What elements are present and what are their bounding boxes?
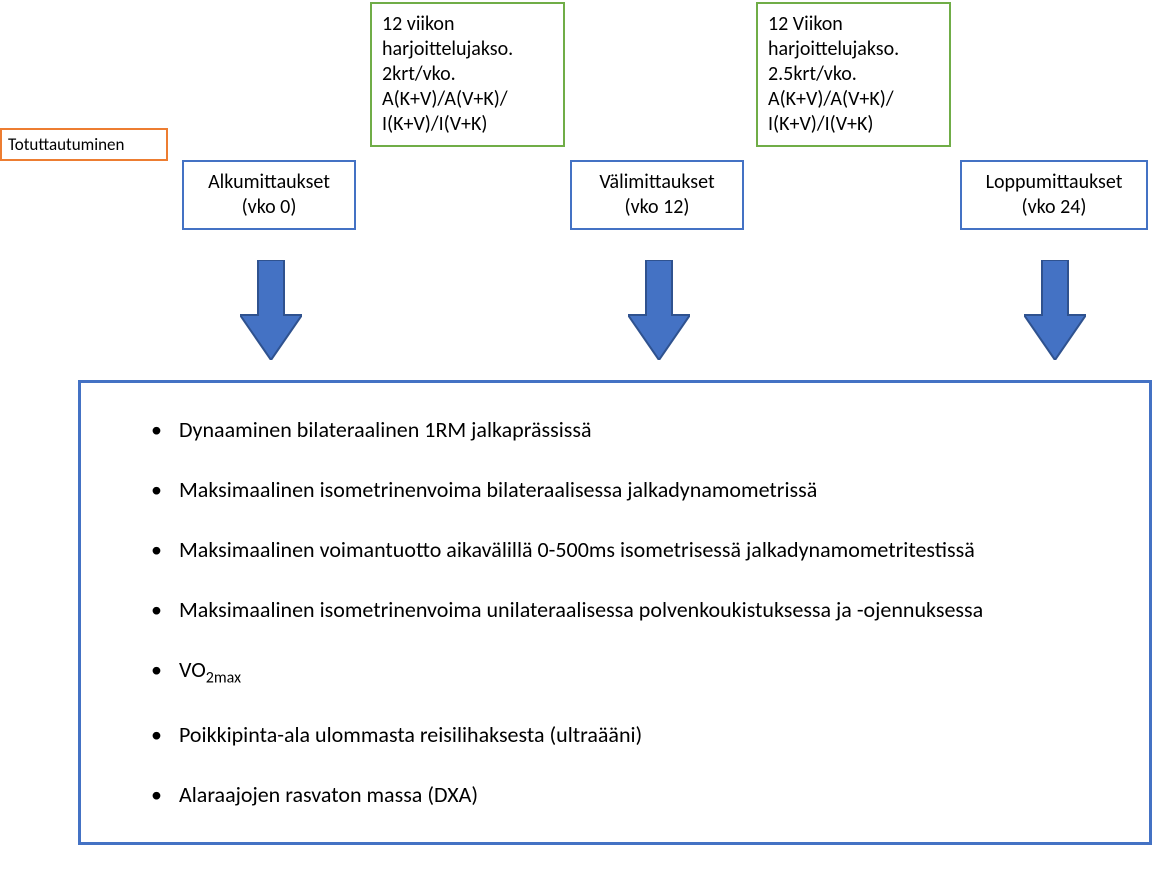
measurement-item-4: VO bbox=[179, 656, 206, 683]
training-period-2-line-2: 2.5krt/vko. bbox=[768, 62, 857, 86]
mid-measurements-line-1: (vko 12) bbox=[625, 195, 690, 219]
measurement-item-5: Poikkipinta-ala ulommasta reisilihaksest… bbox=[179, 721, 642, 748]
habituation-box: Totuttautuminen bbox=[0, 128, 168, 161]
list-item: Maksimaalinen isometrinenvoima bilateraa… bbox=[151, 473, 1109, 507]
list-item: Maksimaalinen voimantuotto aikavälillä 0… bbox=[151, 533, 1109, 567]
list-item: VO2max bbox=[151, 653, 1109, 691]
training-period-1-line-3: A(K+V)/A(V+K)/ bbox=[382, 87, 508, 111]
measurement-item-0: Dynaaminen bilateraalinen 1RM jalkapräss… bbox=[179, 416, 592, 443]
initial-measurements-box: Alkumittaukset (vko 0) bbox=[182, 160, 356, 230]
final-measurements-line-0: Loppumittaukset bbox=[986, 170, 1123, 194]
training-period-2-line-4: I(K+V)/I(V+K) bbox=[768, 112, 873, 136]
list-item: Maksimaalinen isometrinenvoima unilatera… bbox=[151, 593, 1109, 627]
training-period-2-line-3: A(K+V)/A(V+K)/ bbox=[768, 87, 894, 111]
initial-measurements-line-1: (vko 0) bbox=[242, 195, 297, 219]
list-item: Poikkipinta-ala ulommasta reisilihaksest… bbox=[151, 718, 1109, 752]
measurement-item-2: Maksimaalinen voimantuotto aikavälillä 0… bbox=[179, 536, 975, 563]
training-period-2-line-1: harjoittelujakso. bbox=[768, 37, 899, 61]
arrow-down-1 bbox=[240, 260, 302, 360]
final-measurements-box: Loppumittaukset (vko 24) bbox=[960, 160, 1148, 230]
measurement-item-1: Maksimaalinen isometrinenvoima bilateraa… bbox=[179, 476, 817, 503]
training-period-1-box: 12 viikon harjoittelujakso. 2krt/vko. A(… bbox=[370, 2, 565, 147]
habituation-label: Totuttautuminen bbox=[8, 134, 124, 155]
vo2max-subscript: 2max bbox=[206, 669, 241, 688]
measurement-item-3: Maksimaalinen isometrinenvoima unilatera… bbox=[179, 596, 983, 623]
training-period-1-line-1: harjoittelujakso. bbox=[382, 37, 513, 61]
training-period-1-line-4: I(K+V)/I(V+K) bbox=[382, 112, 487, 136]
arrow-down-2 bbox=[628, 260, 690, 360]
list-item: Alaraajojen rasvaton massa (DXA) bbox=[151, 778, 1109, 812]
arrow-down-3 bbox=[1024, 260, 1086, 360]
training-period-2-line-0: 12 Viikon bbox=[768, 12, 843, 36]
measurements-list-box: Dynaaminen bilateraalinen 1RM jalkapräss… bbox=[78, 380, 1152, 845]
final-measurements-line-1: (vko 24) bbox=[1022, 195, 1087, 219]
training-period-2-box: 12 Viikon harjoittelujakso. 2.5krt/vko. … bbox=[756, 2, 951, 147]
mid-measurements-line-0: Välimittaukset bbox=[599, 170, 714, 194]
measurement-item-6: Alaraajojen rasvaton massa (DXA) bbox=[179, 781, 478, 808]
mid-measurements-box: Välimittaukset (vko 12) bbox=[570, 160, 744, 230]
list-item: Dynaaminen bilateraalinen 1RM jalkapräss… bbox=[151, 413, 1109, 447]
training-period-1-line-0: 12 viikon bbox=[382, 12, 454, 36]
training-period-1-line-2: 2krt/vko. bbox=[382, 62, 456, 86]
initial-measurements-line-0: Alkumittaukset bbox=[208, 170, 330, 194]
